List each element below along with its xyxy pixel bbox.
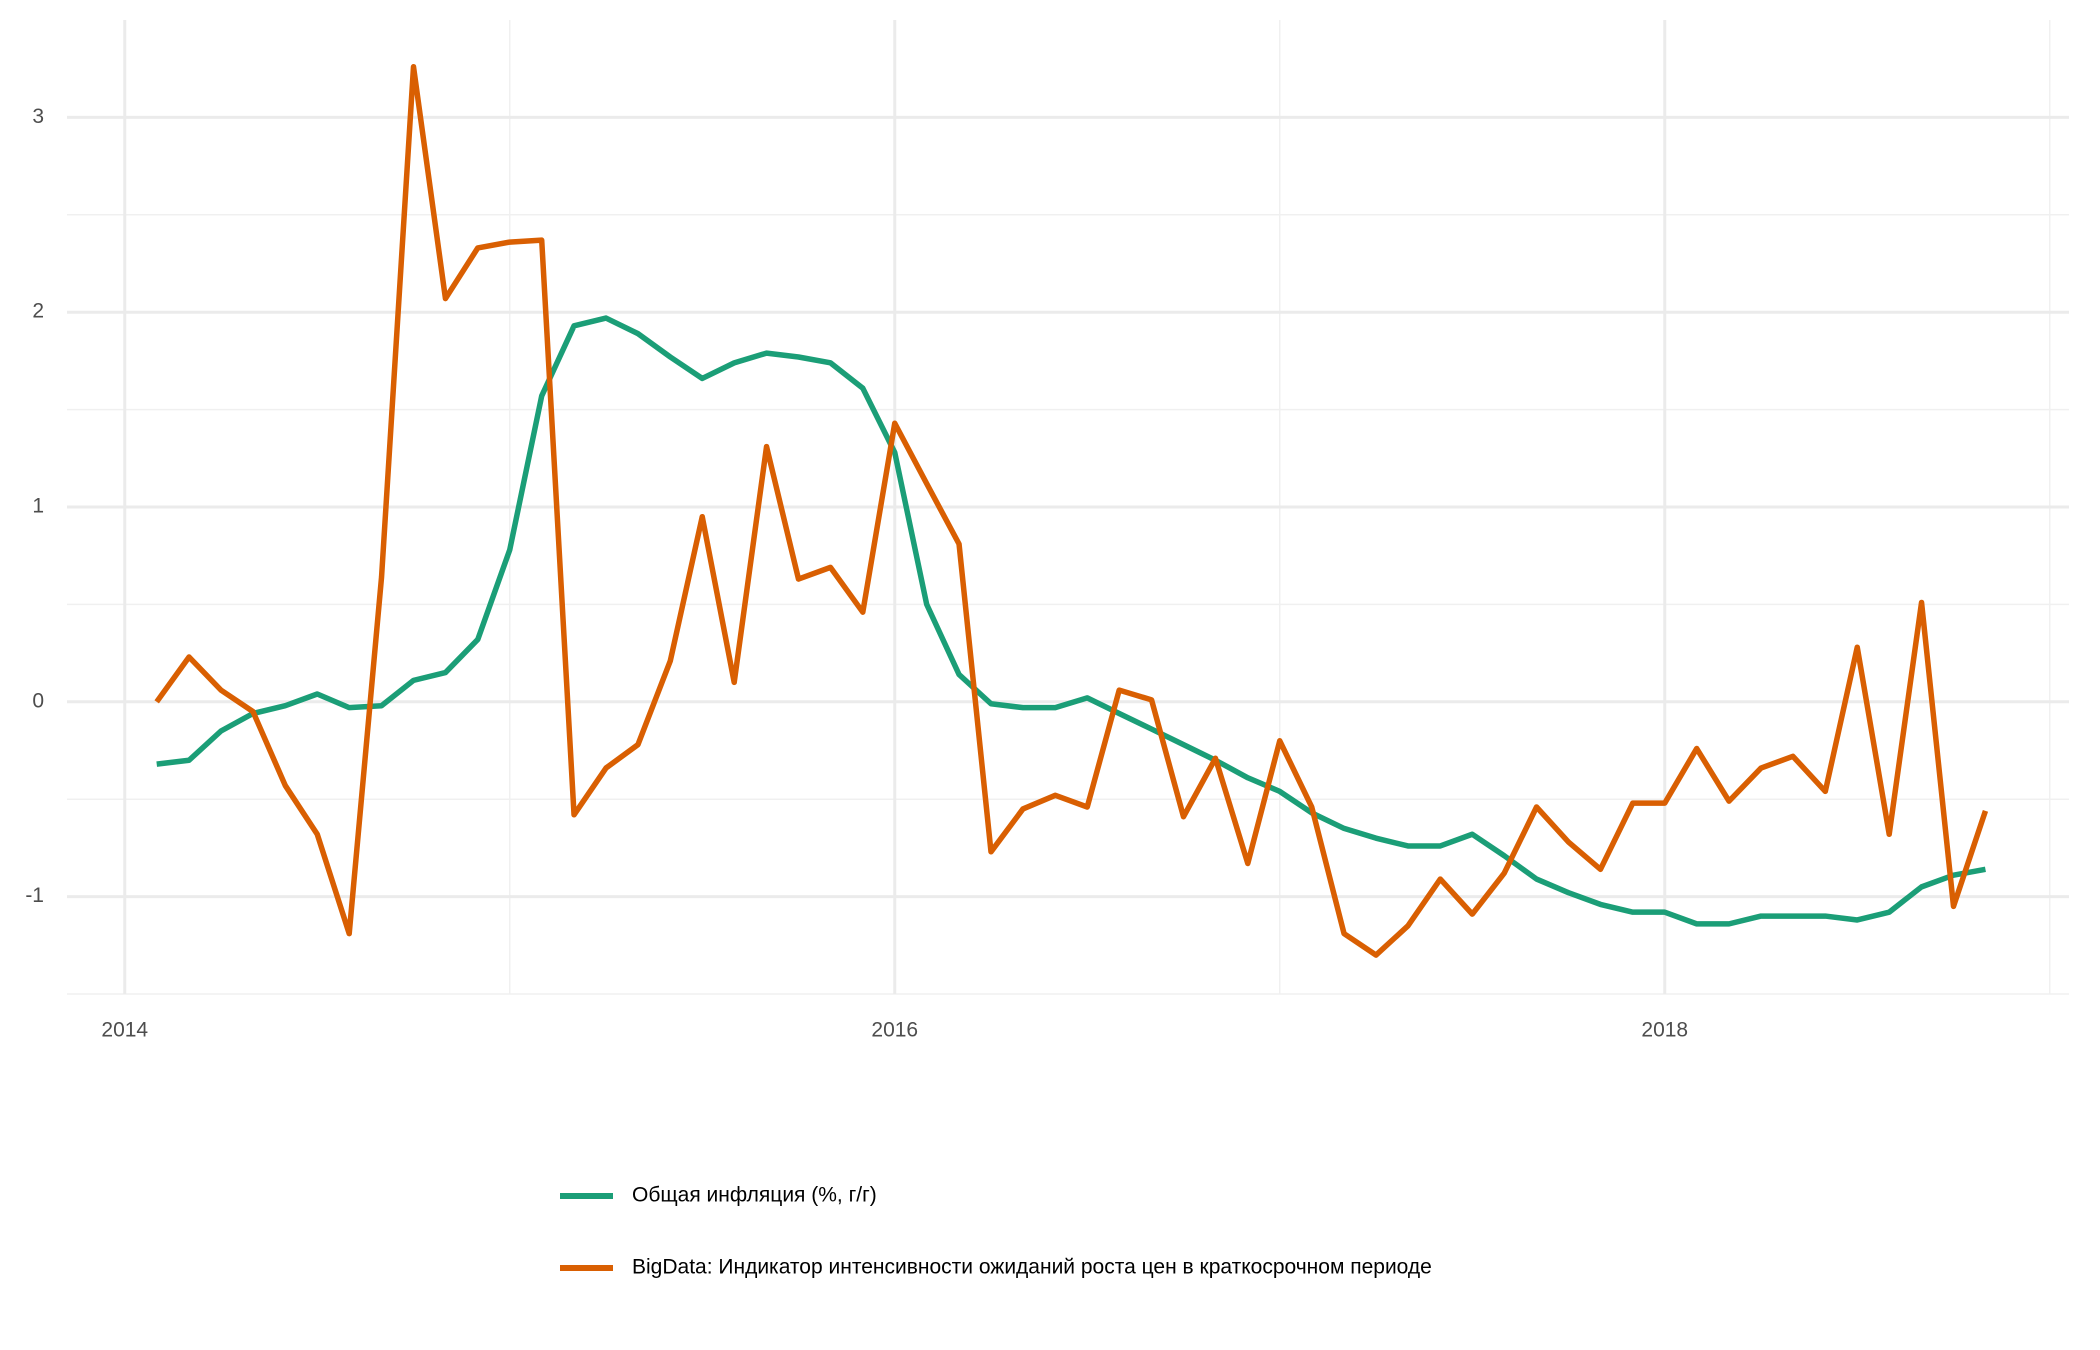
series-line [156, 315, 1986, 927]
y-tick-label: 2 [32, 300, 44, 323]
legend-label: BigData: Индикатор интенсивности ожидани… [632, 1256, 1432, 1279]
y-tick-label: 1 [32, 495, 44, 518]
y-tick-label: -1 [25, 884, 44, 907]
y-tick-label: 0 [32, 689, 44, 712]
x-tick-label: 2014 [101, 1019, 148, 1042]
y-tick-label: 3 [32, 105, 44, 128]
series-line [154, 64, 1989, 958]
x-tick-label: 2018 [1641, 1019, 1688, 1042]
legend-label: Общая инфляция (%, г/г) [632, 1184, 877, 1207]
x-tick-label: 2016 [871, 1019, 918, 1042]
